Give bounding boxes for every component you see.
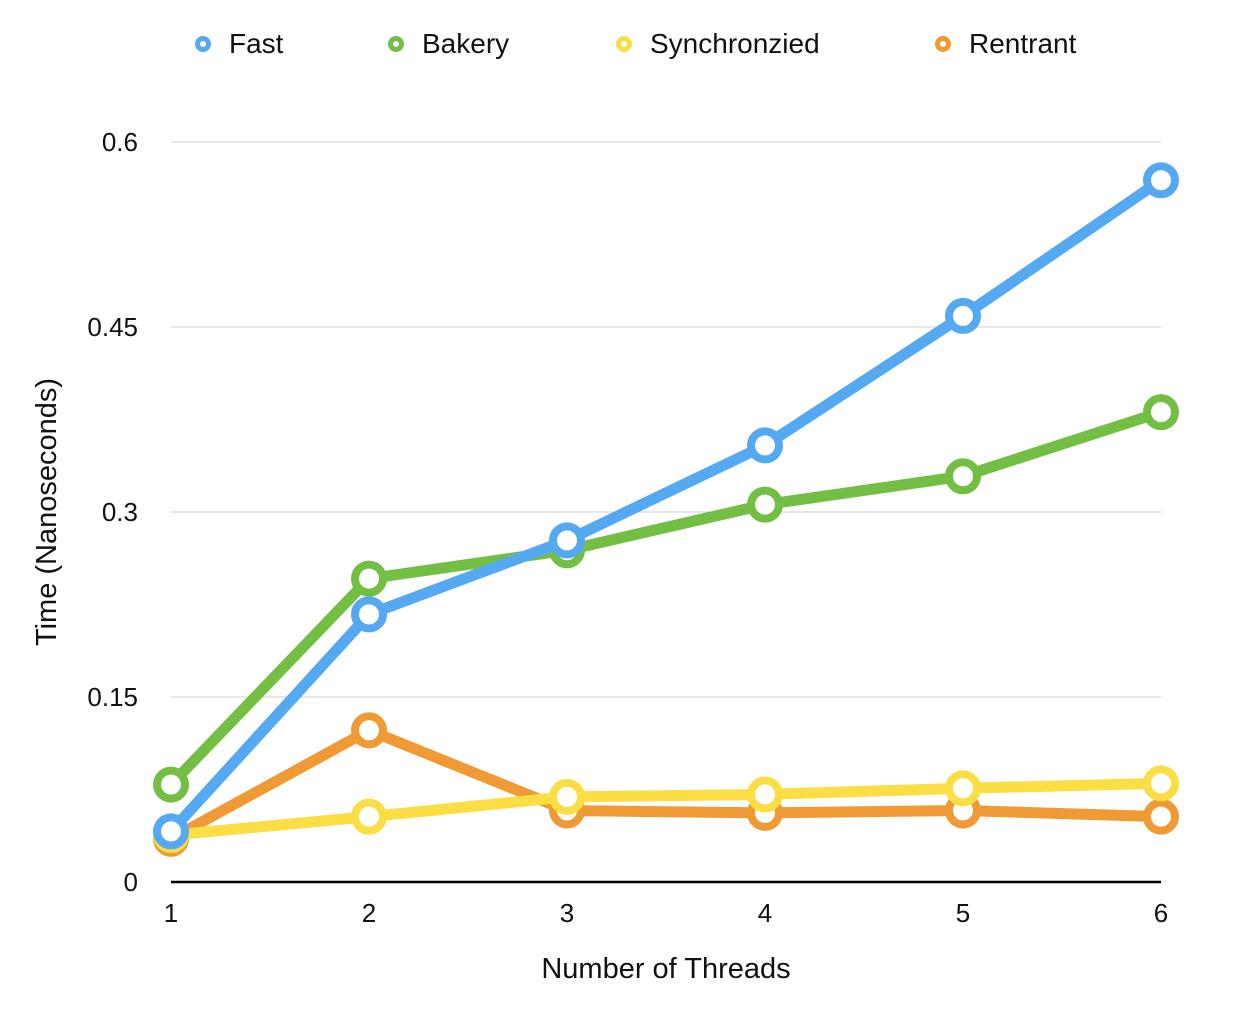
legend-marker (935, 36, 951, 52)
series-line-rentrant (165, 724, 1167, 845)
y-tick-label: 0.6 (102, 127, 138, 157)
legend-item-rentrant: Rentrant (935, 28, 1076, 60)
legend-label: Rentrant (969, 28, 1077, 59)
legend-marker (388, 36, 404, 52)
data-point-fast (747, 427, 783, 464)
legend-marker (195, 36, 211, 52)
data-point-fast (945, 297, 981, 334)
legend-label: Bakery (422, 28, 510, 59)
legend-label: Synchronzied (650, 28, 820, 59)
x-tick-label: 1 (164, 898, 178, 928)
x-axis-title: Number of Threads (541, 953, 790, 985)
y-tick-label: 0.45 (87, 312, 138, 342)
y-tick-label: 0.3 (102, 497, 138, 527)
legend-label: Fast (229, 28, 284, 59)
data-point-rentrant (351, 712, 387, 749)
data-point-bakery (351, 560, 387, 597)
data-point-fast (351, 596, 387, 633)
y-tick-label: 0.15 (87, 682, 138, 712)
data-point-synchronzied (1143, 765, 1179, 802)
legend-item-synchronzied: Synchronzied (616, 28, 820, 60)
y-tick-label: 0 (124, 867, 138, 897)
x-tick-label: 3 (560, 898, 574, 928)
data-point-synchronzied (945, 770, 981, 807)
x-tick-label: 5 (956, 898, 970, 928)
data-point-fast (1143, 162, 1179, 199)
data-point-bakery (945, 458, 981, 495)
series-line-synchronzied (165, 777, 1167, 841)
legend-marker (616, 36, 632, 52)
series-line-bakery (165, 406, 1167, 791)
x-tick-label: 4 (758, 898, 772, 928)
legend: Fast Bakery Synchronzied Rentrant (0, 28, 1258, 68)
data-point-fast (549, 522, 585, 559)
data-point-synchronzied (549, 778, 585, 815)
data-point-synchronzied (747, 776, 783, 813)
legend-item-fast: Fast (195, 28, 283, 60)
data-point-rentrant (1143, 798, 1179, 835)
data-point-bakery (747, 486, 783, 523)
legend-item-bakery: Bakery (388, 28, 509, 60)
data-point-fast (153, 813, 189, 850)
data-point-bakery (1143, 394, 1179, 431)
data-point-bakery (153, 766, 189, 803)
data-point-synchronzied (351, 798, 387, 835)
series-line-fast (165, 174, 1167, 837)
x-tick-label: 6 (1154, 898, 1168, 928)
x-tick-label: 2 (362, 898, 376, 928)
y-axis-title: Time (Nanoseconds) (31, 378, 63, 646)
